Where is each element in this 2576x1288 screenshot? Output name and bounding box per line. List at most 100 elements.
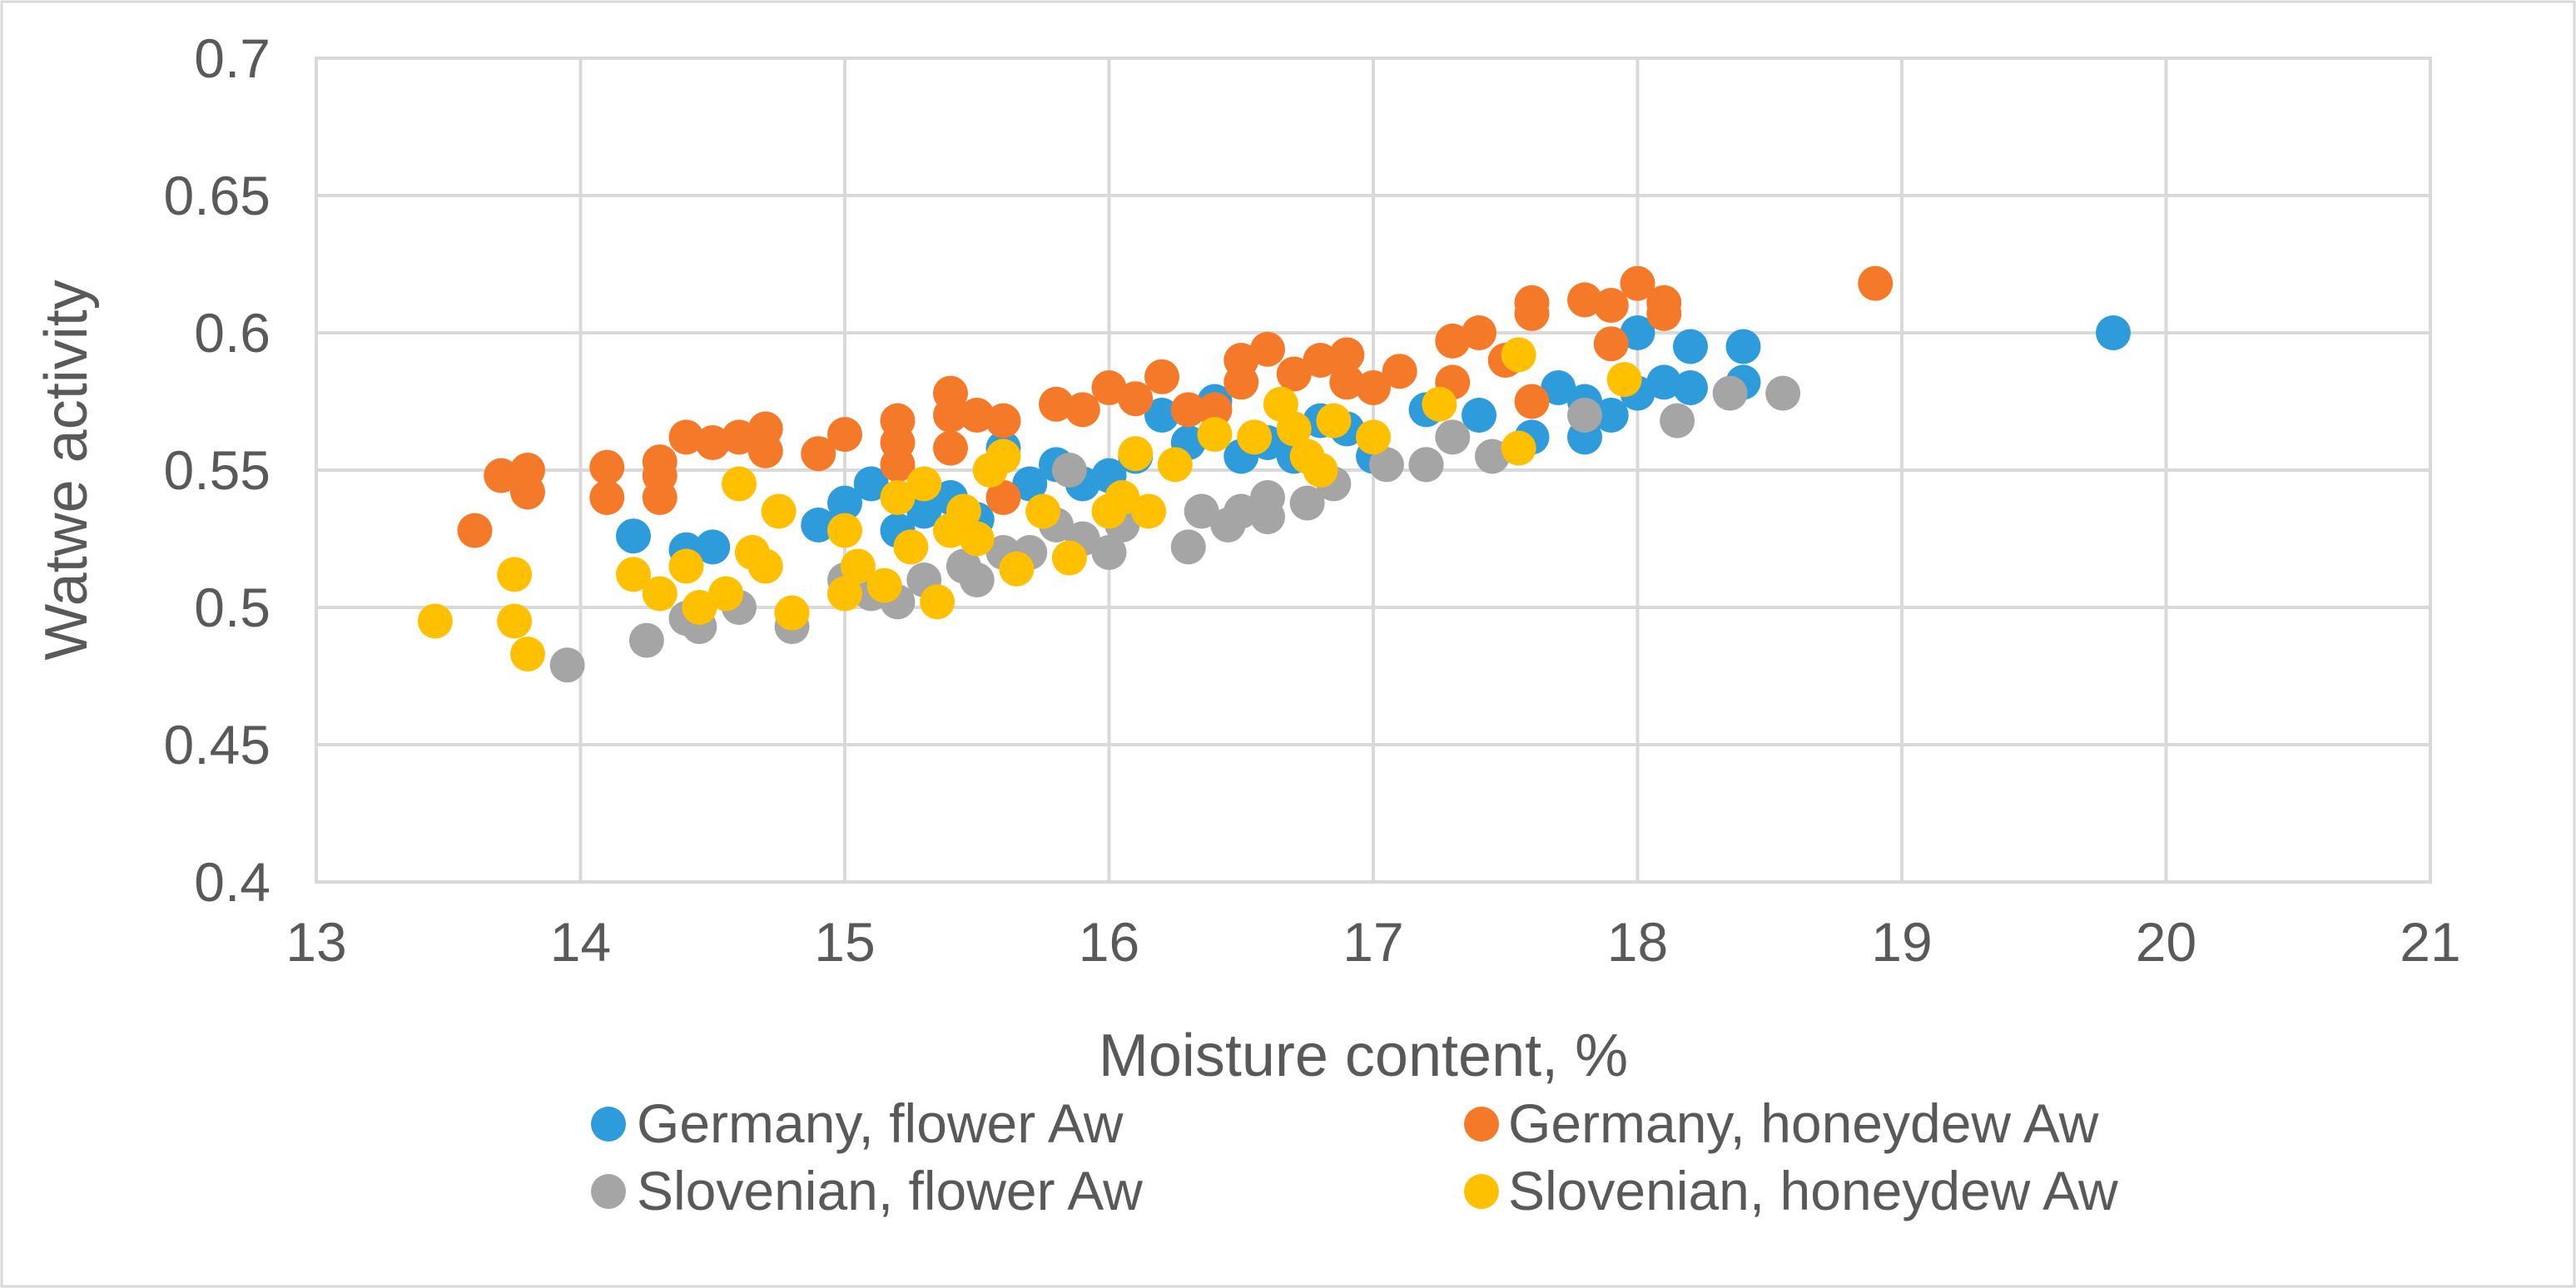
data-point bbox=[1356, 370, 1391, 405]
data-point bbox=[1012, 466, 1048, 502]
data-point bbox=[695, 425, 731, 460]
data-point bbox=[1223, 343, 1259, 378]
data-point bbox=[722, 466, 757, 502]
data-point bbox=[906, 466, 942, 502]
y-tick-label: 0.45 bbox=[164, 714, 271, 775]
data-point bbox=[1673, 329, 1708, 364]
data-point bbox=[1356, 419, 1391, 455]
data-point bbox=[484, 458, 519, 493]
data-point bbox=[1646, 295, 1682, 331]
data-point bbox=[985, 403, 1021, 438]
data-point bbox=[801, 436, 836, 472]
data-point bbox=[1250, 480, 1285, 515]
x-tick-label: 18 bbox=[1607, 911, 1668, 973]
plot-area bbox=[315, 57, 2432, 884]
data-point bbox=[801, 508, 836, 542]
data-point bbox=[920, 584, 955, 620]
data-point bbox=[1593, 326, 1629, 362]
data-point bbox=[1765, 375, 1801, 411]
y-tick-label: 0.65 bbox=[164, 165, 271, 226]
data-point bbox=[1157, 447, 1193, 483]
data-point bbox=[827, 485, 862, 521]
legend-item-slovenian-flower: Slovenian, flower Aw bbox=[591, 1160, 1143, 1221]
data-point bbox=[1606, 362, 1642, 398]
data-point bbox=[2096, 315, 2131, 350]
data-point bbox=[853, 466, 889, 502]
data-point bbox=[1725, 329, 1761, 364]
y-tick-label: 0.7 bbox=[194, 27, 271, 89]
legend-label-germany-flower: Germany, flower Aw bbox=[637, 1092, 1124, 1154]
data-point bbox=[642, 576, 678, 612]
data-point bbox=[1276, 411, 1312, 447]
data-point bbox=[722, 419, 757, 455]
data-point bbox=[1501, 430, 1536, 466]
legend-item-germany-honeydew: Germany, honeydew Aw bbox=[1464, 1092, 2099, 1154]
x-tick-label: 14 bbox=[550, 911, 611, 973]
data-point bbox=[1118, 436, 1154, 472]
data-point bbox=[1541, 370, 1576, 405]
data-point bbox=[1593, 288, 1629, 323]
data-point bbox=[695, 529, 731, 565]
data-point bbox=[510, 453, 545, 488]
data-point bbox=[497, 557, 533, 592]
y-tick-label: 0.4 bbox=[194, 851, 271, 913]
data-point bbox=[1170, 529, 1206, 565]
data-point bbox=[866, 567, 902, 603]
data-point bbox=[1144, 359, 1179, 394]
data-point bbox=[1620, 315, 1655, 350]
x-tick-label: 17 bbox=[1343, 911, 1403, 973]
data-point bbox=[510, 637, 545, 672]
data-point bbox=[1567, 398, 1602, 433]
data-point bbox=[1289, 485, 1325, 521]
data-point bbox=[642, 444, 678, 480]
data-point bbox=[1051, 453, 1087, 488]
data-point bbox=[761, 493, 797, 529]
data-point bbox=[668, 419, 704, 455]
data-point bbox=[999, 551, 1035, 587]
data-point bbox=[1422, 386, 1457, 422]
x-tick-label: 16 bbox=[1079, 911, 1139, 973]
data-point bbox=[1091, 535, 1127, 570]
data-point bbox=[1091, 370, 1127, 405]
y-tick-label: 0.55 bbox=[164, 439, 271, 501]
data-point bbox=[946, 493, 981, 529]
data-point bbox=[628, 622, 664, 658]
data-point bbox=[1474, 438, 1510, 474]
data-point bbox=[1197, 417, 1233, 453]
y-tick-label: 0.5 bbox=[194, 577, 271, 638]
data-point bbox=[1514, 295, 1550, 331]
x-tick-label: 21 bbox=[2400, 911, 2460, 973]
data-point bbox=[589, 449, 625, 485]
data-point bbox=[747, 411, 783, 447]
data-point bbox=[985, 438, 1021, 474]
x-tick-label: 15 bbox=[814, 911, 875, 973]
data-point bbox=[880, 447, 916, 483]
legend-label-slovenian-flower: Slovenian, flower Aw bbox=[637, 1160, 1143, 1221]
data-point bbox=[1567, 282, 1602, 318]
legend-label-slovenian-honeydew: Slovenian, honeydew Aw bbox=[1508, 1160, 2118, 1221]
data-point bbox=[1593, 398, 1629, 433]
legend-item-slovenian-honeydew: Slovenian, honeydew Aw bbox=[1464, 1160, 2118, 1221]
y-tick-label: 0.6 bbox=[194, 302, 271, 364]
data-point bbox=[1131, 493, 1167, 529]
data-point bbox=[1368, 447, 1404, 483]
data-point bbox=[1223, 493, 1259, 529]
x-tick-label: 13 bbox=[285, 911, 346, 973]
data-point bbox=[933, 398, 968, 433]
data-point bbox=[893, 529, 929, 565]
data-point bbox=[1435, 323, 1471, 359]
y-axis-title: Watwe activity bbox=[33, 280, 100, 660]
data-point bbox=[1408, 447, 1444, 483]
data-point bbox=[827, 576, 862, 612]
legend-item-germany-flower: Germany, flower Aw bbox=[591, 1092, 1124, 1154]
data-point bbox=[985, 480, 1021, 515]
series-germany-honeydew-aw bbox=[457, 265, 1894, 548]
data-point bbox=[1462, 315, 1496, 350]
data-points bbox=[417, 265, 2131, 683]
legend-marker-germany-flower bbox=[591, 1107, 626, 1142]
data-point bbox=[1673, 370, 1708, 405]
legend: Germany, flower Aw Germany, honeydew Aw … bbox=[591, 1092, 2118, 1221]
x-axis-title: Moisture content, % bbox=[1099, 1023, 1628, 1089]
